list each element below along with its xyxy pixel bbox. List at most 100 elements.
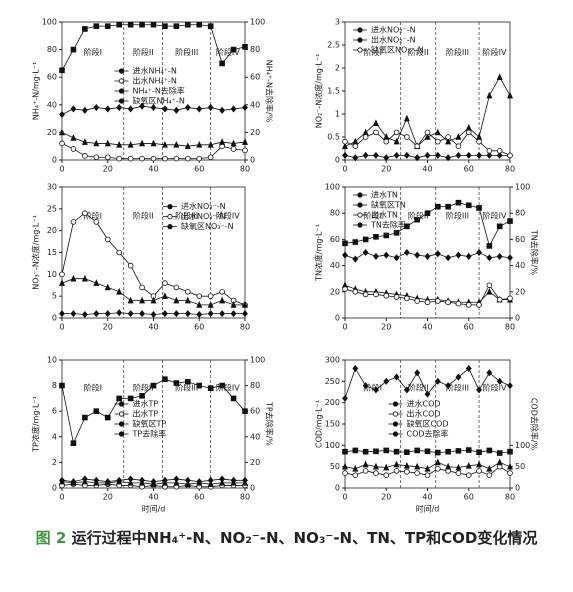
point [362,468,369,474]
point [207,301,214,308]
legend-marker [118,98,125,104]
point [404,295,410,302]
point [230,46,237,53]
y-tick-label: 1 [335,110,340,119]
y2-tick-label: 0 [515,314,520,323]
point [465,252,472,260]
y-tick-label: 100 [325,441,340,450]
phase-label: 阶段III [175,47,198,57]
point [507,152,513,159]
legend-label: 出水NO₃⁻-N [181,211,226,221]
point [435,465,441,472]
point [404,223,410,230]
legend-label: NH₄⁺-N去除率 [133,86,185,96]
point [383,138,390,145]
point [445,299,451,306]
legend-marker [118,431,125,437]
point [352,143,359,150]
point [139,310,145,318]
point [486,91,493,99]
y2-tick-label: 80 [515,209,525,218]
point [486,287,493,295]
phase-label: 阶段IV [483,210,507,220]
point [352,154,359,162]
point [455,448,462,454]
point [184,296,191,304]
y-tick-label: 2 [335,64,340,73]
point [476,138,482,145]
point [403,151,410,159]
legend-label: 进水NH₄⁺-N [133,66,177,76]
point [196,105,203,113]
y-tick-label: 200 [325,398,340,407]
y-tick-label: 40 [330,261,340,270]
point [476,302,482,308]
point [507,218,513,224]
point [383,377,390,385]
x-tick-label: 0 [59,493,64,502]
phase-label: 阶段II [408,383,429,393]
x-tick-label: 0 [59,323,64,332]
point [93,279,100,286]
point [173,155,180,162]
point [424,151,431,159]
point [414,462,421,470]
point [58,279,66,286]
point [445,154,452,162]
point [173,23,180,29]
point [93,104,100,112]
point [465,129,472,136]
y-tick-label: 0 [52,156,57,165]
point [362,291,369,298]
point [373,151,379,159]
point [242,147,248,154]
point [127,479,134,486]
point [476,205,482,211]
caption: 图 2 运行过程中NH₄⁺-N、NO₂⁻-N、NO₃⁻-N、TN、TP和COD变… [0,522,573,554]
point [455,151,462,159]
point [383,472,390,479]
y-tick-label: 25 [47,204,57,213]
point [185,155,191,162]
point [207,480,214,487]
point [104,154,111,161]
phase-label: 阶段IV [216,210,240,220]
y-tick-label: 0 [335,156,340,165]
y2-tick-label: 60 [250,73,260,82]
legend-marker [167,214,173,220]
point [162,376,168,383]
y2-tick-label: 0 [515,484,520,493]
point [230,139,237,147]
y-tick-label: 250 [325,377,340,386]
point [150,296,157,304]
point [424,133,431,140]
point [116,155,122,162]
point [173,380,180,386]
point [496,450,503,456]
point [476,449,482,455]
point [173,106,180,114]
point [455,199,462,206]
point [207,154,214,161]
point [342,470,348,476]
point [455,251,462,259]
y-axis-label: NO₂⁻-N浓度/mg·L⁻¹ [314,54,324,129]
point [93,23,100,29]
y-tick-label: 3 [335,18,340,27]
x-tick-label: 40 [148,323,158,332]
point [70,105,77,113]
point [435,298,441,304]
point [434,151,441,159]
y-tick-label: 5 [52,292,57,301]
point [352,365,359,373]
point [219,382,225,389]
point [230,301,237,308]
point [116,477,123,485]
legend-label: 缺氧区NH₄⁺-N [133,96,185,106]
legend-marker [357,192,363,198]
x-tick-label: 40 [422,323,432,332]
point [219,310,226,318]
x-tick-label: 20 [381,165,391,174]
point [414,143,420,150]
point [507,470,513,476]
